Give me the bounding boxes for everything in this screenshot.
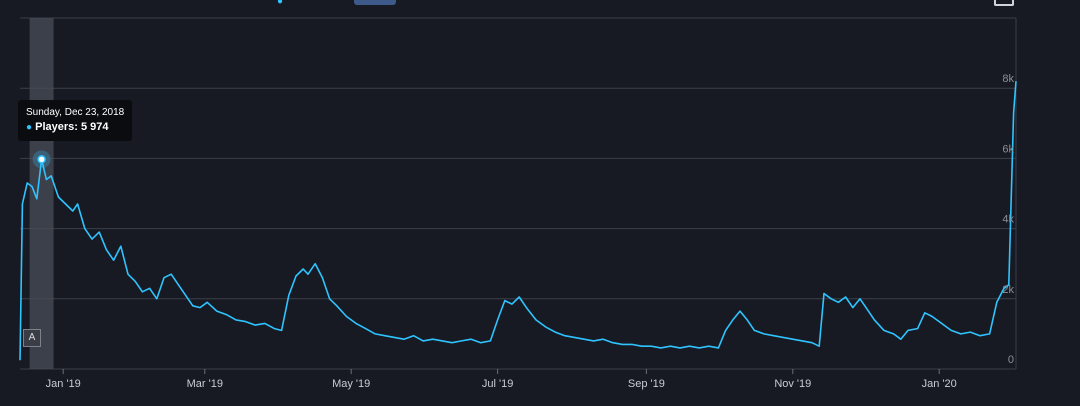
series-layer[interactable] — [19, 81, 1017, 361]
series-dot-icon: ● — [26, 122, 33, 133]
y-tick-label: 4k — [1002, 214, 1014, 226]
y-tick-label: 6k — [1002, 143, 1014, 155]
x-tick-label: Nov '19 — [774, 378, 811, 390]
export-menu-icon[interactable] — [994, 0, 1014, 6]
annotation-flag[interactable]: A — [23, 329, 41, 347]
x-tick-label: Jan '19 — [46, 378, 81, 390]
x-tick-label: Mar '19 — [187, 378, 223, 390]
hover-highlight-band — [29, 18, 54, 369]
hover-point[interactable] — [37, 155, 46, 164]
y-tick-label: 0 — [1008, 354, 1014, 366]
highlight-band-layer — [29, 18, 54, 369]
series-line-players[interactable] — [19, 81, 1017, 361]
hover-tooltip: Sunday, Dec 23, 2018 ● Players: 5 974 — [18, 100, 133, 141]
tooltip-row: ● Players: 5 974 — [26, 121, 109, 133]
range-toggle-button[interactable] — [354, 0, 396, 5]
x-tick-label: Jul '19 — [482, 378, 513, 390]
y-axis-ticks: 0 2k 4k 6k 8k — [1002, 73, 1014, 366]
x-axis-ticks: Jan '19 Mar '19 May '19 Jul '19 Sep '19 Nov '… — [46, 369, 957, 390]
x-tick-label: Sep '19 — [628, 378, 665, 390]
x-tick-label: Jan '20 — [922, 378, 957, 390]
y-tick-label: 8k — [1002, 73, 1014, 85]
x-tick-label: May '19 — [332, 378, 370, 390]
y-tick-label: 2k — [1002, 284, 1014, 296]
tooltip-series-label: Players — [35, 121, 75, 133]
tooltip-date: Sunday, Dec 23, 2018 — [26, 107, 125, 118]
tooltip-value: 5 974 — [81, 121, 109, 133]
grid-lines — [20, 17, 1017, 370]
series-toggle-fragment[interactable]: ● — [277, 0, 284, 7]
